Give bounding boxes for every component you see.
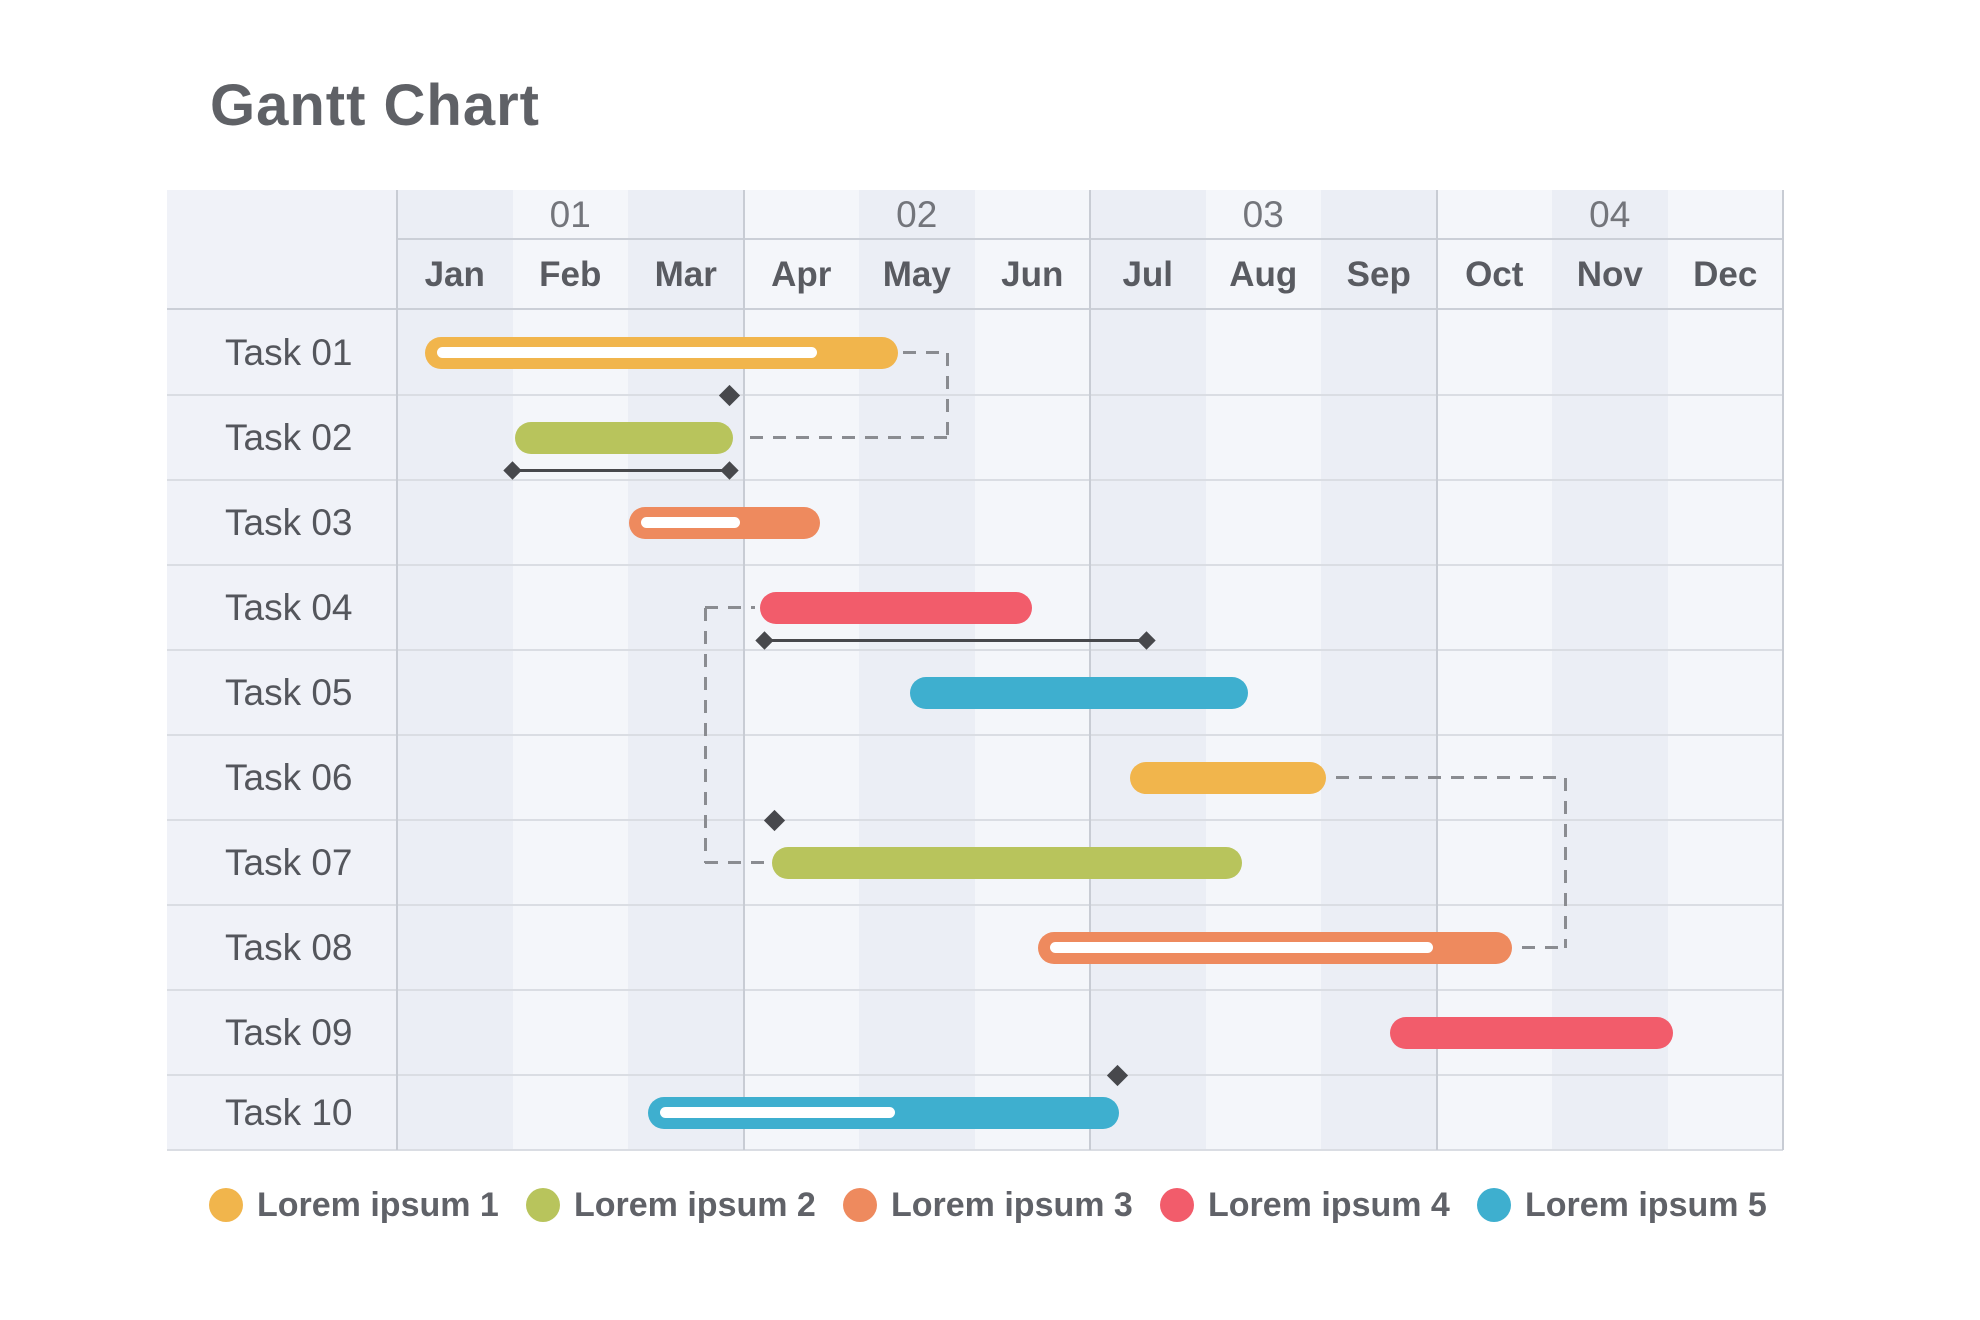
- row-grid-line: [167, 904, 1783, 906]
- quarter-label: 02: [896, 194, 938, 235]
- task-row-label: Task 09: [225, 1011, 353, 1053]
- task-row-label: Task 06: [225, 756, 353, 798]
- month-column-bg: [628, 190, 744, 1150]
- row-grid-line: [167, 734, 1783, 736]
- month-label: Sep: [1346, 255, 1411, 294]
- month-label: Feb: [539, 255, 602, 294]
- dependency-connector: [705, 861, 767, 864]
- month-column-bg: [397, 190, 513, 1150]
- month-column-bg: [1090, 190, 1206, 1150]
- month-column-bg: [743, 190, 859, 1150]
- gantt-bar[interactable]: [772, 846, 1243, 879]
- month-label: Mar: [654, 255, 717, 294]
- month-label: Nov: [1576, 255, 1643, 294]
- gantt-bar[interactable]: [1390, 1016, 1674, 1049]
- row-grid-line: [167, 479, 1783, 481]
- task-row-label: Task 03: [225, 501, 353, 543]
- task-row-label: Task 04: [225, 586, 353, 628]
- row-grid-line: [167, 649, 1783, 651]
- month-label: Jun: [1001, 255, 1064, 294]
- progress-stripe: [436, 347, 818, 358]
- quarter-grid-line: [742, 190, 745, 1150]
- month-column-bg: [1205, 190, 1321, 1150]
- gantt-bar[interactable]: [514, 421, 734, 454]
- task-row-label: Task 02: [225, 416, 353, 458]
- quarter-grid-line: [1435, 190, 1438, 1150]
- month-label: Aug: [1229, 255, 1298, 294]
- row-grid-line: [167, 989, 1783, 991]
- month-column-bg: [1321, 190, 1437, 1150]
- task-row-label: Task 10: [225, 1091, 353, 1133]
- dependency-connector: [705, 606, 756, 609]
- row-grid-line: [167, 564, 1783, 566]
- quarter-grid-line: [396, 190, 398, 1150]
- quarter-label: 01: [549, 194, 591, 235]
- dependency-connector: [703, 607, 707, 863]
- baseline-line: [764, 639, 1147, 642]
- dependency-connector: [750, 436, 948, 439]
- row-grid-line: [167, 394, 1783, 396]
- dependency-connector: [946, 352, 950, 438]
- task-row-label: Task 05: [225, 671, 353, 713]
- row-grid-line: [167, 819, 1783, 821]
- month-column-bg: [1552, 190, 1668, 1150]
- month-column-bg: [512, 190, 628, 1150]
- task-row-label: Task 01: [225, 331, 353, 373]
- month-column-bg: [1667, 190, 1783, 1150]
- gantt-bar[interactable]: [909, 676, 1249, 709]
- progress-stripe: [641, 517, 741, 528]
- month-label: Jul: [1122, 255, 1174, 294]
- month-column-bg: [974, 190, 1090, 1150]
- dependency-connector: [1564, 777, 1568, 948]
- baseline-line: [512, 469, 730, 472]
- row-grid-line: [167, 1074, 1783, 1076]
- quarter-label: 03: [1242, 194, 1284, 235]
- quarter-grid-line: [1089, 190, 1091, 1150]
- task-row-label: Task 07: [225, 841, 353, 883]
- month-header-underline: [167, 308, 1783, 310]
- progress-stripe: [1050, 942, 1434, 953]
- dependency-connector: [1336, 776, 1566, 779]
- quarter-grid-line: [1782, 190, 1784, 1150]
- month-label: Dec: [1693, 255, 1758, 294]
- page-title: Gantt Chart: [210, 73, 540, 138]
- month-label: Jan: [424, 255, 485, 294]
- month-label: Apr: [771, 255, 832, 294]
- dependency-connector: [1521, 946, 1566, 949]
- month-column-bg: [859, 190, 975, 1150]
- dependency-connector: [902, 351, 948, 354]
- quarter-label: 04: [1589, 194, 1631, 235]
- gantt-bar[interactable]: [1130, 761, 1326, 794]
- task-row-label: Task 08: [225, 926, 353, 968]
- month-column-bg: [1436, 190, 1552, 1150]
- row-grid-line: [167, 1149, 1783, 1151]
- progress-stripe: [659, 1107, 895, 1118]
- month-label: May: [882, 255, 951, 294]
- month-label: Oct: [1465, 255, 1524, 294]
- gantt-bar[interactable]: [759, 591, 1033, 624]
